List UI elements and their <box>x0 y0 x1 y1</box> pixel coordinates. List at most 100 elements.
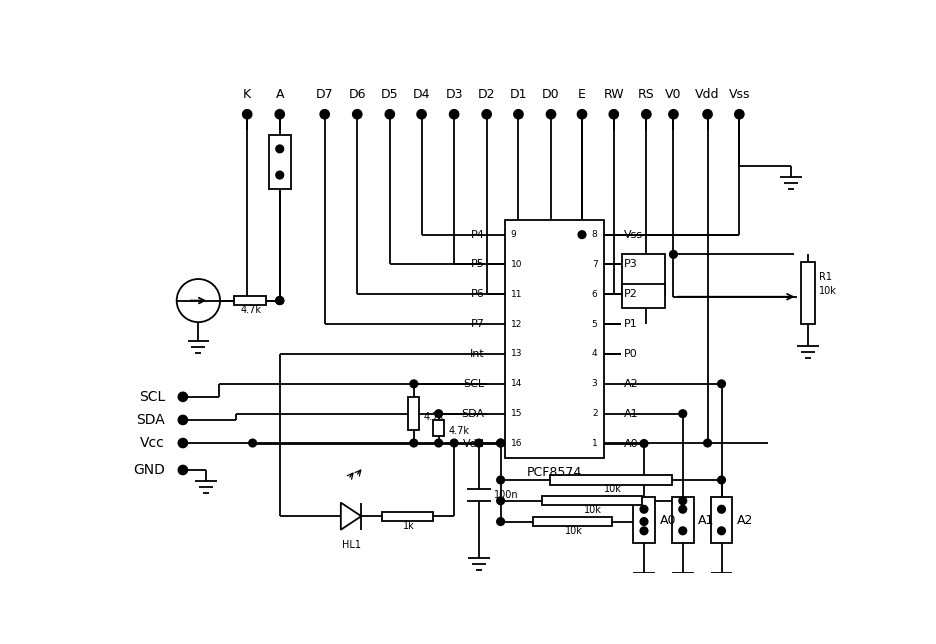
Text: SDA: SDA <box>461 409 484 419</box>
Text: Vss: Vss <box>728 88 750 100</box>
Circle shape <box>497 476 505 484</box>
Bar <box>408 397 419 430</box>
Text: SCL: SCL <box>463 379 484 389</box>
Text: Vss: Vss <box>624 230 643 240</box>
Bar <box>622 254 665 296</box>
Circle shape <box>249 439 256 447</box>
Circle shape <box>669 109 678 119</box>
Bar <box>710 497 732 543</box>
Text: Int: Int <box>470 349 484 359</box>
Text: P4: P4 <box>471 230 484 240</box>
Circle shape <box>276 297 284 305</box>
Circle shape <box>410 380 417 388</box>
Circle shape <box>449 109 459 119</box>
Bar <box>269 135 290 189</box>
Bar <box>505 220 604 459</box>
Text: 10k: 10k <box>565 526 583 536</box>
Text: 6: 6 <box>592 290 597 299</box>
Circle shape <box>417 109 426 119</box>
Text: 12: 12 <box>511 319 522 328</box>
Circle shape <box>703 109 712 119</box>
Circle shape <box>497 497 505 505</box>
Circle shape <box>178 439 187 448</box>
Text: RS: RS <box>638 88 654 100</box>
Text: P1: P1 <box>624 319 637 329</box>
Text: 4.7k: 4.7k <box>241 305 262 315</box>
Text: 1: 1 <box>592 439 597 448</box>
Circle shape <box>179 393 187 401</box>
Text: 15: 15 <box>511 409 522 418</box>
Text: D2: D2 <box>478 88 495 100</box>
Circle shape <box>450 439 458 447</box>
Text: A2: A2 <box>624 379 638 389</box>
Circle shape <box>410 439 417 447</box>
Text: 3: 3 <box>592 379 597 388</box>
Circle shape <box>178 392 187 401</box>
Text: PCF8574: PCF8574 <box>526 466 582 478</box>
Text: A1: A1 <box>698 513 714 527</box>
Text: A0: A0 <box>624 439 638 448</box>
Text: P3: P3 <box>624 260 637 269</box>
Circle shape <box>179 439 187 447</box>
Circle shape <box>718 380 725 388</box>
Circle shape <box>578 109 587 119</box>
Circle shape <box>497 439 505 447</box>
Circle shape <box>385 109 394 119</box>
Circle shape <box>642 109 651 119</box>
Circle shape <box>497 439 505 447</box>
Text: 10k: 10k <box>584 505 602 515</box>
Text: Vdd: Vdd <box>462 439 484 448</box>
Circle shape <box>679 506 687 513</box>
Text: 14: 14 <box>511 379 522 388</box>
Text: 100n: 100n <box>494 490 519 500</box>
Circle shape <box>353 109 362 119</box>
Circle shape <box>276 297 284 305</box>
Circle shape <box>497 518 505 526</box>
Text: 10k: 10k <box>819 287 837 296</box>
Text: 11: 11 <box>511 290 522 299</box>
Bar <box>672 497 694 543</box>
Text: 4: 4 <box>592 350 597 359</box>
Circle shape <box>242 109 252 119</box>
Circle shape <box>514 109 523 119</box>
Text: Vcc: Vcc <box>140 436 165 450</box>
Text: 2: 2 <box>592 409 597 418</box>
Bar <box>233 296 267 305</box>
Text: P6: P6 <box>471 289 484 299</box>
Circle shape <box>547 109 556 119</box>
Bar <box>433 421 444 437</box>
Text: D0: D0 <box>542 88 560 100</box>
Circle shape <box>276 297 284 305</box>
Text: D6: D6 <box>348 88 366 100</box>
Circle shape <box>276 145 284 153</box>
Text: 4.7k: 4.7k <box>424 412 445 422</box>
Circle shape <box>679 497 687 505</box>
Circle shape <box>320 109 329 119</box>
Bar <box>382 511 433 521</box>
Circle shape <box>178 415 187 424</box>
Bar <box>533 517 612 526</box>
Text: D1: D1 <box>510 88 527 100</box>
Text: 16: 16 <box>511 439 522 448</box>
Circle shape <box>704 439 711 447</box>
Text: GND: GND <box>133 463 165 477</box>
Circle shape <box>178 466 187 475</box>
Circle shape <box>640 527 648 535</box>
Text: 13: 13 <box>511 350 522 359</box>
Circle shape <box>718 527 725 535</box>
Text: 10k: 10k <box>604 484 622 494</box>
Circle shape <box>475 439 483 447</box>
Circle shape <box>578 231 586 238</box>
Text: D7: D7 <box>315 88 333 100</box>
Circle shape <box>482 109 491 119</box>
Text: E: E <box>578 88 586 100</box>
Text: 7: 7 <box>592 260 597 269</box>
Text: P0: P0 <box>624 349 637 359</box>
Circle shape <box>735 109 744 119</box>
Text: D3: D3 <box>446 88 463 100</box>
Circle shape <box>640 440 648 448</box>
Circle shape <box>276 171 284 179</box>
Text: 9: 9 <box>511 230 517 239</box>
Circle shape <box>434 410 443 417</box>
Bar <box>550 475 672 485</box>
